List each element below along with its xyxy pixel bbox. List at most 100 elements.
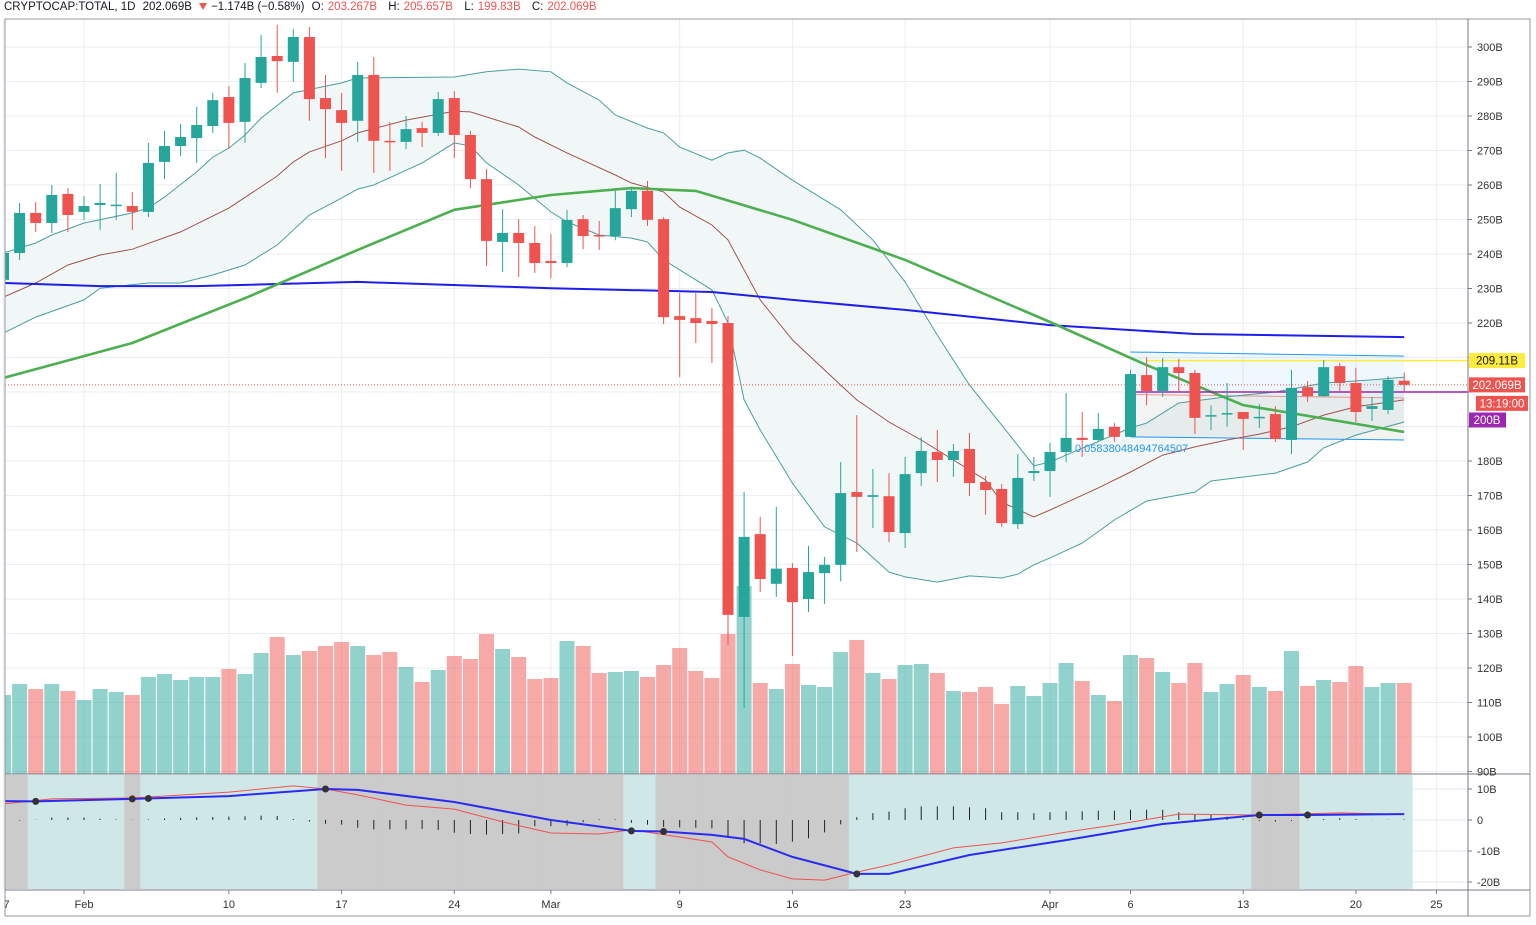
chart-legend-header: CRYPTOCAP:TOTAL, 1D 202.069B −1.174B (−0…	[4, 0, 605, 15]
candle-body[interactable]	[561, 219, 573, 263]
candle-body[interactable]	[690, 318, 702, 323]
candle-body[interactable]	[352, 74, 364, 121]
candle-body[interactable]	[1012, 477, 1024, 525]
candle-body[interactable]	[722, 323, 734, 615]
candle-body[interactable]	[207, 100, 219, 127]
channel-bottom-line[interactable]	[1130, 436, 1405, 441]
candle-body[interactable]	[175, 137, 187, 147]
candle-body[interactable]	[336, 110, 348, 123]
candle-body[interactable]	[513, 232, 525, 243]
candle-body[interactable]	[1092, 428, 1104, 440]
oscillator-pane[interactable]	[0, 775, 1413, 889]
candle-body[interactable]	[1286, 387, 1297, 440]
candle-body[interactable]	[1237, 412, 1249, 419]
candle-body[interactable]	[803, 572, 814, 599]
candle-body[interactable]	[1141, 375, 1153, 391]
candle-body[interactable]	[1028, 471, 1040, 474]
candle-body[interactable]	[964, 448, 975, 484]
candle-body[interactable]	[191, 124, 203, 139]
candle-body[interactable]	[577, 219, 589, 237]
candle-body[interactable]	[754, 534, 766, 579]
candle-body[interactable]	[1125, 374, 1136, 437]
candle-body[interactable]	[287, 36, 299, 62]
candle-body[interactable]	[1108, 426, 1120, 437]
candle-body[interactable]	[159, 146, 170, 162]
candle-body[interactable]	[674, 316, 686, 320]
candle-body[interactable]	[947, 450, 959, 460]
candle-body[interactable]	[1076, 437, 1088, 440]
candle-body[interactable]	[1302, 387, 1314, 397]
candle-body[interactable]	[529, 242, 541, 263]
osc-teal-zone	[977, 775, 995, 889]
candle-body[interactable]	[223, 97, 235, 123]
candle-body[interactable]	[1366, 406, 1378, 409]
candle-body[interactable]	[368, 74, 380, 141]
candle-body[interactable]	[126, 206, 138, 212]
candle-body[interactable]	[786, 567, 798, 603]
candle-body[interactable]	[819, 564, 831, 574]
candle-body[interactable]	[384, 140, 396, 143]
candle-body[interactable]	[271, 55, 283, 62]
osc-axis-label: -20B	[1477, 877, 1500, 889]
candle-body[interactable]	[1350, 383, 1362, 413]
candle-body[interactable]	[851, 492, 863, 497]
candle-body[interactable]	[996, 488, 1008, 524]
candle-body[interactable]	[980, 482, 992, 490]
candle-body[interactable]	[899, 474, 911, 534]
candle-body[interactable]	[1060, 437, 1072, 453]
channel-label[interactable]: 0.05838048494764507	[1075, 443, 1188, 455]
candle-body[interactable]	[320, 98, 331, 110]
candle-body[interactable]	[62, 193, 74, 216]
candle-body[interactable]	[883, 496, 895, 533]
candle-body[interactable]	[658, 219, 670, 318]
candle-body[interactable]	[931, 452, 943, 460]
candle-body[interactable]	[14, 212, 26, 253]
candle-body[interactable]	[593, 235, 605, 237]
candle-body[interactable]	[1253, 416, 1265, 419]
candle-body[interactable]	[46, 195, 58, 223]
candle-body[interactable]	[400, 129, 412, 142]
volume-bar	[108, 692, 124, 774]
candle-body[interactable]	[1044, 452, 1056, 472]
candle-body[interactable]	[625, 190, 637, 210]
candle-body[interactable]	[1398, 380, 1410, 385]
volume-bar	[189, 677, 205, 774]
candle-body[interactable]	[481, 179, 492, 241]
candle-body[interactable]	[738, 536, 750, 617]
candle-body[interactable]	[770, 568, 782, 584]
price-pane[interactable]	[0, 24, 1468, 774]
candle-body[interactable]	[239, 78, 251, 122]
candle-body[interactable]	[706, 320, 718, 325]
candle-body[interactable]	[1205, 415, 1217, 417]
candle-body[interactable]	[642, 190, 653, 220]
candle-body[interactable]	[1269, 414, 1281, 439]
candle-body[interactable]	[94, 202, 106, 206]
candle-body[interactable]	[609, 208, 621, 237]
candle-body[interactable]	[110, 204, 122, 207]
candle-body[interactable]	[915, 450, 927, 474]
channel-top-line[interactable]	[1130, 351, 1405, 357]
candle-body[interactable]	[1382, 379, 1394, 410]
candle-body[interactable]	[1334, 366, 1346, 384]
candle-body[interactable]	[255, 57, 267, 83]
candle-body[interactable]	[30, 212, 42, 223]
candle-body[interactable]	[464, 134, 476, 180]
candle-body[interactable]	[448, 98, 460, 135]
candle-body[interactable]	[1318, 367, 1330, 397]
candle-body[interactable]	[1173, 367, 1185, 374]
symbol-title[interactable]: CRYPTOCAP:TOTAL, 1D	[4, 1, 136, 13]
candle-body[interactable]	[142, 162, 154, 212]
candle-body[interactable]	[497, 232, 509, 242]
candle-body[interactable]	[1189, 373, 1201, 418]
candle-body[interactable]	[1157, 367, 1169, 391]
candle-body[interactable]	[78, 206, 90, 212]
candle-body[interactable]	[416, 128, 428, 133]
candle-body[interactable]	[1221, 413, 1233, 415]
candle-body[interactable]	[432, 99, 444, 133]
candle-body[interactable]	[835, 493, 847, 565]
candle-body[interactable]	[867, 495, 879, 497]
candle-body[interactable]	[545, 260, 557, 263]
candle-body[interactable]	[303, 36, 315, 100]
candle-body[interactable]	[0, 252, 9, 280]
